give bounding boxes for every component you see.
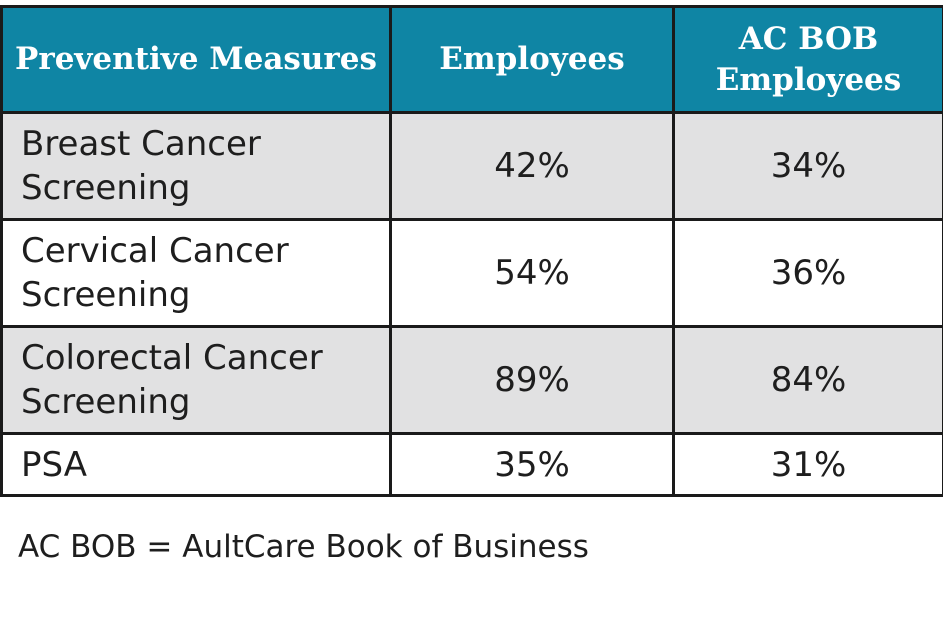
footnote: AC BOB = AultCare Book of Business (18, 529, 589, 565)
preventive-measures-table: Preventive Measures Employees AC BOB Emp… (0, 5, 943, 497)
ac-bob-employees-cell: 36% (672, 218, 943, 328)
header-ac-bob-employees: AC BOB Employees (672, 5, 943, 114)
employees-cell: 89% (389, 325, 675, 435)
ac-bob-employees-cell: 84% (672, 325, 943, 435)
table-row: Breast Cancer Screening 42% 34% (0, 111, 943, 221)
measure-cell: Cervical Cancer Screening (0, 218, 392, 328)
employees-cell: 54% (389, 218, 675, 328)
measure-cell: PSA (0, 432, 392, 497)
ac-bob-employees-cell: 31% (672, 432, 943, 497)
table-row: PSA 35% 31% (0, 432, 943, 497)
employees-cell: 42% (389, 111, 675, 221)
measure-cell: Colorectal Cancer Screening (0, 325, 392, 435)
table-header-row: Preventive Measures Employees AC BOB Emp… (0, 5, 943, 114)
header-preventive-measures: Preventive Measures (0, 5, 392, 114)
measure-cell: Breast Cancer Screening (0, 111, 392, 221)
table-row: Colorectal Cancer Screening 89% 84% (0, 325, 943, 435)
header-employees: Employees (389, 5, 675, 114)
table-row: Cervical Cancer Screening 54% 36% (0, 218, 943, 328)
employees-cell: 35% (389, 432, 675, 497)
ac-bob-employees-cell: 34% (672, 111, 943, 221)
